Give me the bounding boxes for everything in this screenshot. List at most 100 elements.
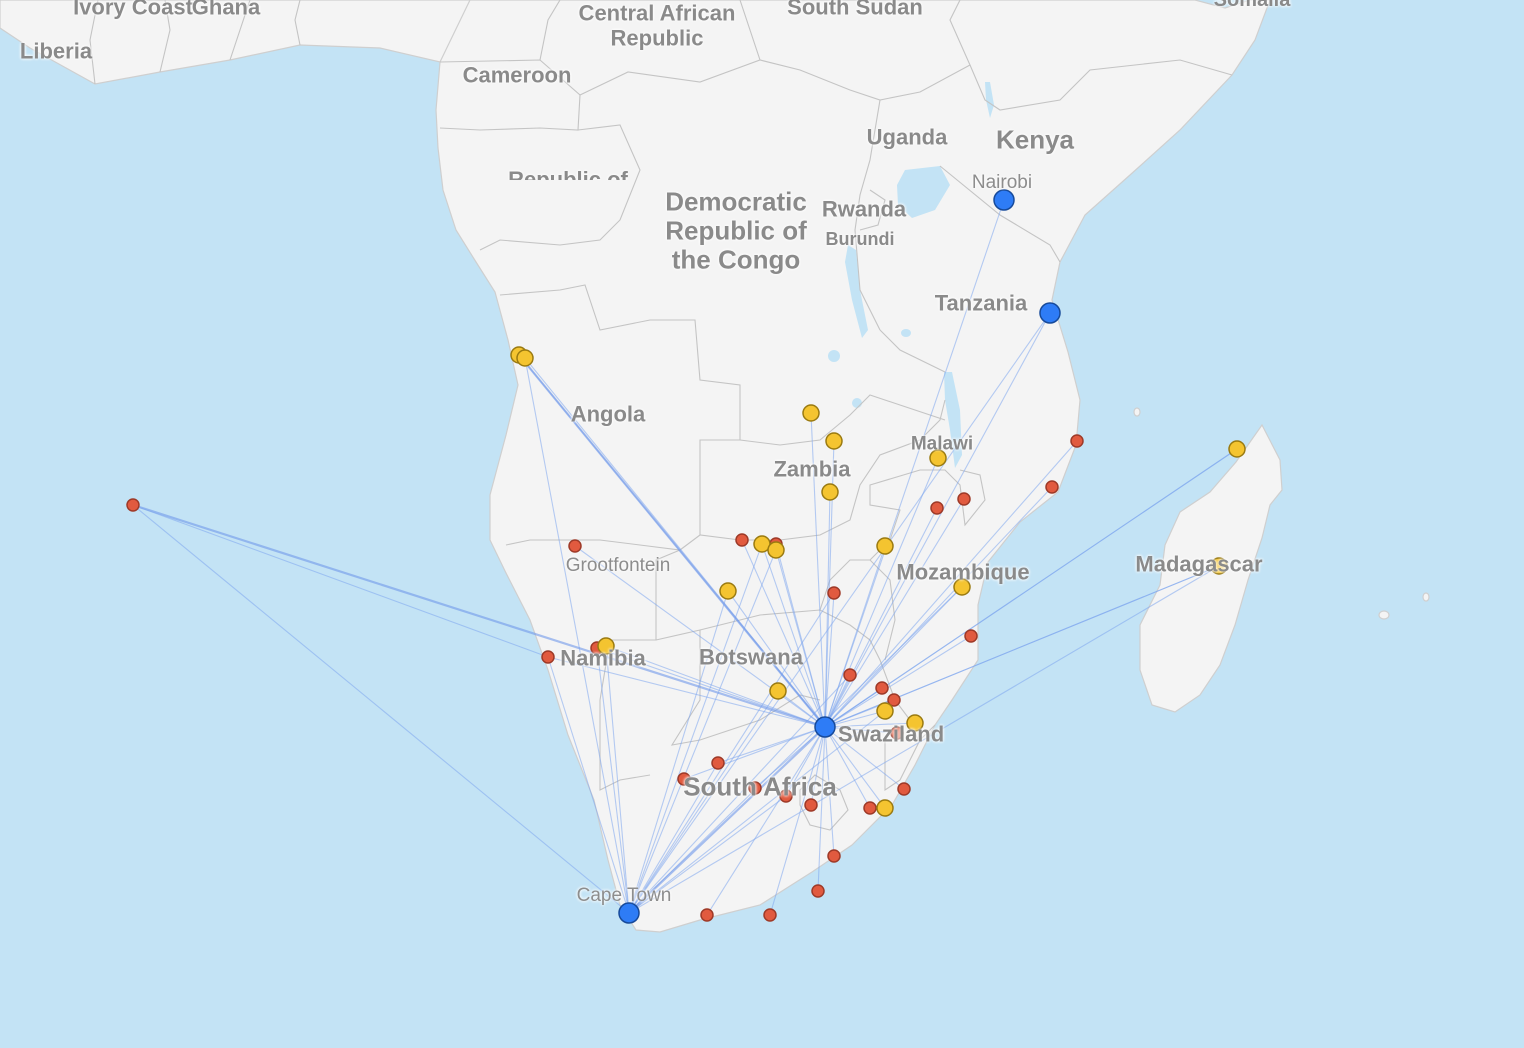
route-jnb-22 <box>824 592 835 728</box>
route-jnb-43 <box>769 726 826 916</box>
route-cpt-14 <box>628 674 851 914</box>
blue-circle-marker-nairobi[interactable] <box>993 189 1015 211</box>
route-jnb-5 <box>824 491 831 728</box>
route-jnb-2 <box>810 412 826 728</box>
route-jnb-31 <box>824 486 1053 728</box>
yellow-circle-marker-11[interactable] <box>953 578 971 596</box>
red-circle-marker-25[interactable] <box>763 908 777 922</box>
land-comoros-a <box>1378 610 1390 620</box>
yellow-circle-marker-7[interactable] <box>767 541 785 559</box>
route-cpt-9 <box>628 762 719 914</box>
red-circle-marker-13[interactable] <box>1045 480 1059 494</box>
flight-routes <box>132 199 1238 916</box>
route-jnb-20 <box>741 539 826 728</box>
red-circle-marker-23[interactable] <box>827 849 841 863</box>
red-circle-marker-0[interactable] <box>126 498 140 512</box>
route-cpt-0 <box>524 357 630 914</box>
route-jnb-33 <box>824 635 972 728</box>
route-cpt-10 <box>628 795 787 914</box>
yellow-circle-marker-10[interactable] <box>597 637 615 655</box>
route-jnb-38 <box>810 726 826 806</box>
red-circle-marker-7[interactable] <box>843 668 857 682</box>
blue-circle-marker-johannesburg[interactable] <box>814 716 836 738</box>
route-cpt-1 <box>605 645 630 914</box>
land-island-c <box>1133 407 1141 417</box>
yellow-circle-marker-13[interactable] <box>876 702 894 720</box>
red-circle-marker-24[interactable] <box>811 884 825 898</box>
red-circle-marker-14[interactable] <box>1070 434 1084 448</box>
red-circle-marker-10[interactable] <box>890 726 904 740</box>
yellow-circle-marker-12[interactable] <box>769 682 787 700</box>
red-circle-marker-18[interactable] <box>748 781 762 795</box>
red-circle-marker-1[interactable] <box>568 539 582 553</box>
route-jnb-nosybe <box>824 448 1238 728</box>
route-atlantic-windhoek <box>132 504 549 658</box>
yellow-circle-marker-5[interactable] <box>821 483 839 501</box>
red-circle-marker-2[interactable] <box>735 533 749 547</box>
red-circle-marker-11[interactable] <box>930 501 944 515</box>
red-circle-marker-12[interactable] <box>957 492 971 506</box>
red-circle-marker-17[interactable] <box>677 772 691 786</box>
blue-circle-marker-dar[interactable] <box>1039 302 1061 324</box>
route-cpt-5 <box>628 543 763 914</box>
route-jnb-cpt <box>628 726 826 914</box>
land-africa <box>435 0 1271 933</box>
yellow-circle-marker-17[interactable] <box>1228 440 1246 458</box>
red-circle-marker-22[interactable] <box>897 782 911 796</box>
yellow-circle-marker-16[interactable] <box>1210 557 1228 575</box>
route-jnb-15 <box>824 726 886 809</box>
route-cpt-13 <box>628 586 963 914</box>
red-circle-marker-9[interactable] <box>887 693 901 707</box>
red-circle-marker-26[interactable] <box>700 908 714 922</box>
blue-circle-marker-capetown[interactable] <box>618 902 640 924</box>
route-jnb-9 <box>727 590 826 728</box>
yellow-circle-marker-4[interactable] <box>929 449 947 467</box>
lake-victoria <box>897 166 950 218</box>
yellow-circle-marker-9[interactable] <box>719 582 737 600</box>
route-jnb-nairobi <box>824 199 1005 728</box>
red-circle-marker-20[interactable] <box>804 798 818 812</box>
red-circle-marker-21[interactable] <box>863 801 877 815</box>
red-circle-marker-16[interactable] <box>711 756 725 770</box>
red-circle-marker-19[interactable] <box>779 789 793 803</box>
route-jnb-41 <box>824 726 835 857</box>
route-jnb-42 <box>817 726 826 892</box>
red-circle-marker-5[interactable] <box>541 650 555 664</box>
route-cpt-12 <box>628 565 1220 914</box>
route-cpt-dar <box>628 312 1051 914</box>
route-jnb-44 <box>706 726 826 916</box>
yellow-circle-marker-15[interactable] <box>876 799 894 817</box>
airport-markers <box>126 189 1246 924</box>
yellow-circle-marker-1[interactable] <box>516 349 534 367</box>
country-borders <box>89 0 1233 831</box>
route-jnb-10 <box>605 645 826 728</box>
route-cpt-6 <box>628 590 729 914</box>
route-jnb-21 <box>775 543 826 728</box>
lake-rukwa <box>901 329 911 337</box>
route-jnb-11 <box>824 586 963 728</box>
land-comoros-b <box>1422 592 1430 602</box>
lake-tanganyika <box>845 245 868 338</box>
route-atlantic-cpt <box>132 504 630 914</box>
route-jnb-23 <box>547 656 826 728</box>
route-cpt-7 <box>628 690 779 914</box>
yellow-circle-marker-2[interactable] <box>802 404 820 422</box>
route-luanda-jnb <box>518 354 826 728</box>
route-cpt-2 <box>596 647 630 914</box>
red-circle-marker-15[interactable] <box>964 629 978 643</box>
route-jnb-dar <box>824 312 1051 728</box>
route-jnb-39 <box>824 726 871 809</box>
route-jnb-14 <box>824 722 916 728</box>
red-circle-marker-4[interactable] <box>827 586 841 600</box>
route-jnb-40 <box>824 726 905 790</box>
lake-bangweulu <box>852 398 862 408</box>
route-cpt-8 <box>628 710 886 914</box>
red-circle-marker-8[interactable] <box>875 681 889 695</box>
route-cpt-3 <box>547 656 630 914</box>
yellow-circle-marker-3[interactable] <box>825 432 843 450</box>
yellow-circle-marker-14[interactable] <box>906 714 924 732</box>
yellow-circle-marker-8[interactable] <box>876 537 894 555</box>
route-jnb-29 <box>824 507 938 728</box>
